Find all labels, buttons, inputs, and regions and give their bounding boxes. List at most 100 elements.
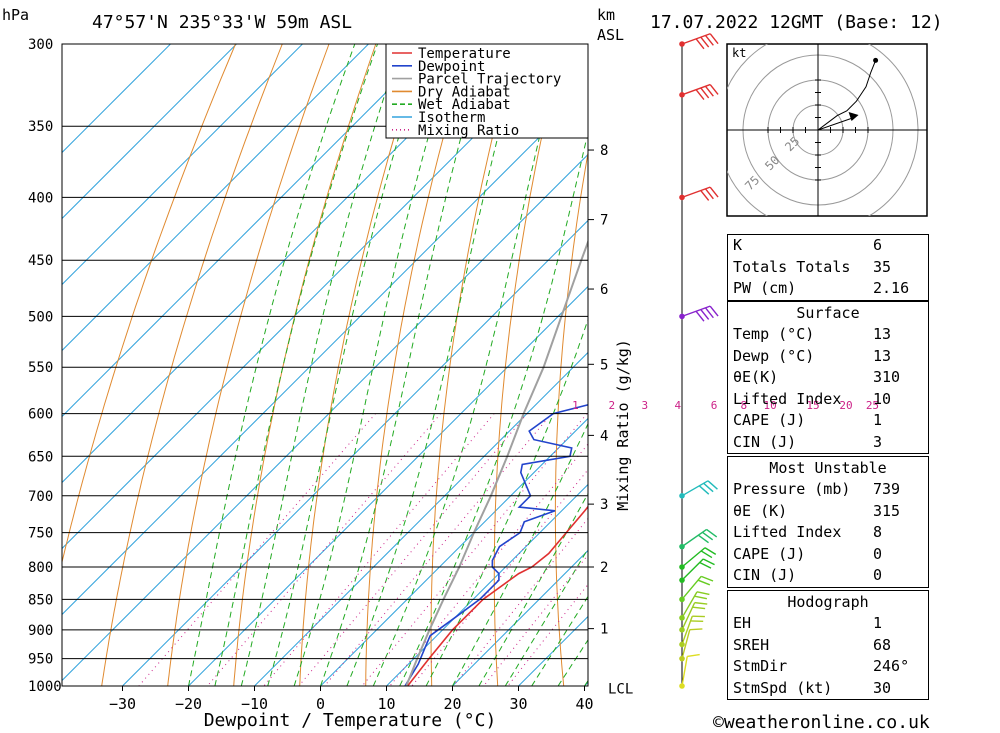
height-km-label: LCL xyxy=(608,682,633,698)
height-km-label: 5 xyxy=(600,357,608,373)
isotherm-line xyxy=(320,417,588,686)
height-km-label: 4 xyxy=(600,428,608,444)
mu-value: 315 xyxy=(873,501,901,520)
hodo-label: SREH xyxy=(733,635,770,654)
mixing-ratio-line xyxy=(324,413,552,686)
wind-barb-flag xyxy=(701,575,714,582)
wind-barb-flag xyxy=(694,595,708,600)
wind-barb-flag xyxy=(697,579,711,586)
hodo-value: 1 xyxy=(873,614,883,632)
wind-barb-flag xyxy=(695,310,705,322)
surface-row: Dewp (°C) 13 xyxy=(728,346,928,368)
wind-barb-flag xyxy=(702,558,715,566)
wind-barb-flag xyxy=(698,485,710,495)
temperature-tick-label: 30 xyxy=(509,695,527,713)
pressure-tick-label: 400 xyxy=(28,190,53,206)
wind-barb-flag xyxy=(702,531,714,541)
height-km-label: 7 xyxy=(600,213,608,229)
legend-entry: Isotherm xyxy=(418,110,485,126)
mixing-ratio-axis-label: Mixing Ratio (g/kg) xyxy=(614,339,632,511)
pressure-tick-label: 550 xyxy=(28,360,53,376)
wind-barb-flag xyxy=(695,89,705,101)
hodo-value: 68 xyxy=(873,635,892,654)
mixing-ratio-line xyxy=(483,554,588,686)
wind-barb-flag xyxy=(704,35,714,46)
dry-adiabat-line xyxy=(101,44,283,686)
mixing-ratio-label: 4 xyxy=(674,399,681,412)
isotherm-line xyxy=(62,44,435,418)
legend-entry: Dry Adiabat xyxy=(418,84,511,100)
surface-label: Dewp (°C) xyxy=(733,346,815,365)
hodo-value: 30 xyxy=(873,678,892,697)
dry-adiabat-line xyxy=(672,44,703,686)
dry-adiabat-line xyxy=(233,44,377,686)
mixing-ratio-line xyxy=(263,413,495,686)
wind-barb-staff xyxy=(681,186,711,199)
wind-barb-flag xyxy=(687,653,700,658)
surface-label: θE(K) xyxy=(733,368,779,386)
mixing-ratio-label: 10 xyxy=(764,399,777,412)
legend-entry: Wet Adiabat xyxy=(418,97,511,113)
height-km-label: 8 xyxy=(600,143,608,159)
legend-entry: Dewpoint xyxy=(418,59,485,75)
hodo-row: EH 1 xyxy=(728,613,928,635)
mu-value: 0 xyxy=(873,544,883,563)
isotherm-line xyxy=(386,483,588,686)
storm-motion-arrowhead xyxy=(848,112,859,121)
mu-label: CIN (J) xyxy=(733,566,797,584)
wind-barb-flag xyxy=(692,606,706,610)
index-tt: 35 xyxy=(873,257,892,276)
mu-value: 739 xyxy=(873,480,901,498)
isotherm-line xyxy=(62,44,303,286)
dry-adiabat-line xyxy=(167,44,330,686)
wind-barb-flag xyxy=(694,601,708,605)
most-unstable-panel: Most Unstable Pressure (mb) 739 θE (K) 315 L… xyxy=(727,456,929,588)
wind-barb-flag xyxy=(697,534,709,544)
pressure-tick-label: 350 xyxy=(28,119,53,135)
isotherm-line xyxy=(452,549,588,686)
wind-barb-flag xyxy=(703,482,714,493)
pressure-tick-label: 850 xyxy=(28,592,53,608)
surface-value: 310 xyxy=(873,368,901,386)
pressure-tick-label: 600 xyxy=(28,407,53,423)
pressure-tick-label: 1000 xyxy=(28,679,62,695)
mu-row: Pressure (mb) 739 xyxy=(728,479,928,501)
hodo-label: StmSpd (kt) xyxy=(733,678,833,697)
mu-row: θE (K) 315 xyxy=(728,501,928,523)
mixing-ratio-line xyxy=(207,413,442,686)
height-unit-asl: ASL xyxy=(597,26,624,44)
temperature-tick-label: 0 xyxy=(316,695,325,713)
surface-row: θE(K) 310 xyxy=(728,367,928,389)
dry-adiabat-line xyxy=(983,44,1000,686)
surface-row: Temp (°C) 13 xyxy=(728,324,928,346)
temperature-tick-label: 20 xyxy=(443,695,461,713)
isotherm-line xyxy=(62,44,237,220)
isotherm-line xyxy=(62,44,171,154)
mu-label: Pressure (mb) xyxy=(733,480,851,498)
wind-barb-flag xyxy=(700,550,713,559)
surface-value: 13 xyxy=(873,325,892,343)
height-km-label: 6 xyxy=(600,282,608,298)
wind-barb-flag xyxy=(700,87,710,99)
wet-adiabat-line xyxy=(320,44,488,686)
surface-title: Surface xyxy=(796,304,860,322)
surface-label: Temp (°C) xyxy=(733,325,815,343)
wind-barb-flag xyxy=(700,190,710,201)
mixing-ratio-label: 15 xyxy=(806,399,819,412)
height-km-label: 1 xyxy=(600,622,608,638)
mixing-ratio-label: 6 xyxy=(711,399,718,412)
dry-adiabat-line xyxy=(935,44,1000,686)
height-km-label: 3 xyxy=(600,497,608,513)
wind-barb-staff xyxy=(681,656,688,687)
legend-entry: Mixing Ratio xyxy=(418,123,519,139)
hodo-row: SREH 68 xyxy=(728,635,928,657)
height-km-label: 2 xyxy=(600,560,608,576)
hodo-title: Hodograph xyxy=(787,593,869,611)
mu-row: Lifted Index 8 xyxy=(728,522,928,544)
wind-barb-flag xyxy=(709,84,719,95)
hodograph-panel: Hodograph EH 1 SREH 68 StmDir 246° StmSpd (kt)… xyxy=(727,590,929,700)
pressure-tick-label: 500 xyxy=(28,309,53,325)
pressure-tick-label: 900 xyxy=(28,623,53,639)
